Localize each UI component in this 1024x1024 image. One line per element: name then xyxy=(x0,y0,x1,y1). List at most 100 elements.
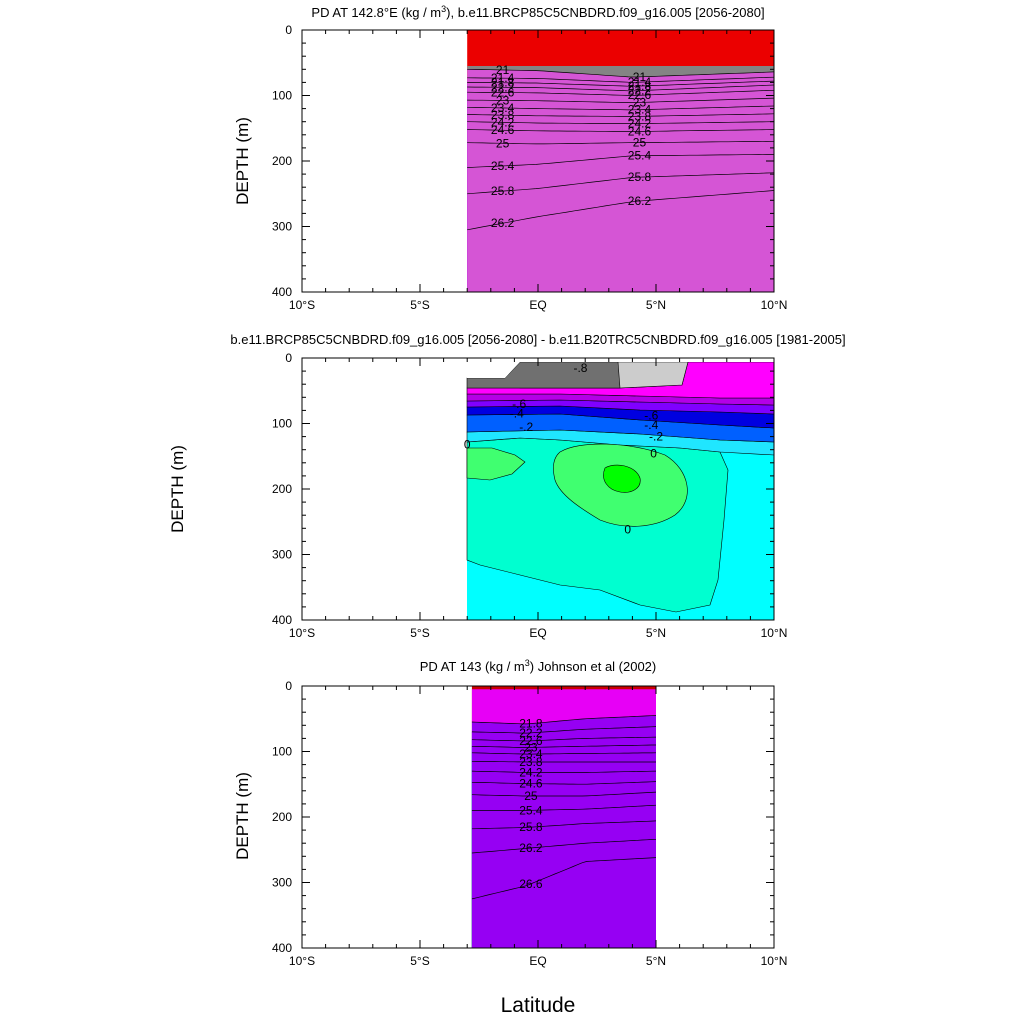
y-tick-label: 100 xyxy=(272,745,292,759)
isopycnal-line xyxy=(471,804,657,811)
isopycnal-line xyxy=(471,736,657,742)
contour-label: 25.4 xyxy=(628,149,652,163)
x-tick-label: 10°S xyxy=(289,298,315,312)
panel-3-title: PD AT 143 (kg / m3) Johnson et al (2002) xyxy=(420,658,657,674)
x-tick-label: 10°N xyxy=(761,954,788,968)
contour-label: 25 xyxy=(633,136,647,150)
panel-1-density-field xyxy=(467,30,774,292)
contour-label: 21.4 xyxy=(491,71,515,85)
isopycnal-line xyxy=(467,84,774,92)
panel-1-ylabel: DEPTH (m) xyxy=(233,117,252,205)
y-tick-label: 300 xyxy=(272,548,292,562)
contour-label: 21 xyxy=(496,63,510,77)
isopycnal-line xyxy=(467,154,774,168)
contour-label: 0 xyxy=(650,447,657,461)
panel-1-title: PD AT 142.8°E (kg / m3), b.e11.BRCP85C5C… xyxy=(311,4,764,20)
contour-label: 26.6 xyxy=(519,877,543,891)
isopycnal-line xyxy=(471,838,657,854)
panel-2-axes: 10°S 5°S EQ 5°N 10°N 0 100 200 300 400 xyxy=(272,351,787,640)
contour-label: 24.6 xyxy=(491,123,515,137)
contour-label: -.8 xyxy=(573,361,587,375)
contour-label: 26.2 xyxy=(491,216,515,230)
contour-label: 23.8 xyxy=(491,108,515,122)
contour-label: 23.8 xyxy=(628,109,652,123)
panel-3-ylabel: DEPTH (m) xyxy=(233,772,252,860)
contour-label: -.6 xyxy=(512,397,526,411)
isopycnal-line xyxy=(471,820,657,830)
y-tick-label: 400 xyxy=(272,285,292,299)
x-tick-label: 5°N xyxy=(646,954,666,968)
y-tick-label: 200 xyxy=(272,154,292,168)
contour-label: 22.2 xyxy=(628,84,652,98)
x-tick-label: 5°N xyxy=(646,298,666,312)
y-tick-label: 100 xyxy=(272,417,292,431)
x-tick-label: 10°S xyxy=(289,954,315,968)
isopycnal-line xyxy=(471,791,657,797)
isopycnal-line xyxy=(467,113,774,117)
y-tick-label: 0 xyxy=(285,679,292,693)
x-tick-label: 5°S xyxy=(410,954,429,968)
y-tick-label: 300 xyxy=(272,220,292,234)
contour-label: 23 xyxy=(524,740,538,754)
contour-label: 23.8 xyxy=(519,755,543,769)
contour-label: 23 xyxy=(633,95,647,109)
contour-label: 25.8 xyxy=(491,184,515,198)
y-tick-label: 200 xyxy=(272,810,292,824)
contour-label: 26.2 xyxy=(519,841,543,855)
isopycnal-line xyxy=(471,726,657,734)
contour-label: 25 xyxy=(524,789,538,803)
contour-label: 23 xyxy=(496,93,510,107)
contour-label: 22.6 xyxy=(519,734,543,748)
density-band-surface xyxy=(467,66,774,77)
diff-region-lime-center xyxy=(603,464,641,493)
isopycnal-line xyxy=(471,781,657,785)
panel-3: PD AT 143 (kg / m3) Johnson et al (2002)… xyxy=(233,658,787,968)
contour-label: 22.2 xyxy=(491,80,515,94)
contour-label: 24.6 xyxy=(519,777,543,791)
x-tick-label: EQ xyxy=(529,298,546,312)
panel-2-title: b.e11.BRCP85C5CNBDRD.f09_g16.005 [2056-2… xyxy=(230,332,845,347)
y-tick-label: 100 xyxy=(272,89,292,103)
contour-label: 21.8 xyxy=(491,76,515,90)
isopycnal-line xyxy=(471,770,657,773)
contour-label: 25.4 xyxy=(491,159,515,173)
isopycnal-line xyxy=(467,140,774,145)
panel-2-difference-field xyxy=(466,358,774,620)
isopycnal-line xyxy=(467,68,774,78)
contour-label: 23.4 xyxy=(519,747,543,761)
density-band xyxy=(471,715,656,948)
density-band-surface xyxy=(471,689,656,724)
isopycnal-line xyxy=(467,190,774,231)
x-tick-label: 10°N xyxy=(761,298,788,312)
isopycnal-line xyxy=(467,121,774,124)
panel-1-isopycnals xyxy=(467,68,774,231)
contour-label: 0 xyxy=(464,437,471,451)
isopycnal-line xyxy=(467,80,774,87)
contour-label: 25 xyxy=(496,136,510,150)
contour-label: 22.2 xyxy=(519,726,543,740)
contour-label: 24.6 xyxy=(628,124,652,138)
panel-1-axes: 10°S 5°S EQ 5°N 10°N 0 100 200 300 400 xyxy=(272,23,787,312)
y-tick-label: 0 xyxy=(285,23,292,37)
density-band xyxy=(467,69,774,292)
contour-label: 24.2 xyxy=(519,765,543,779)
isopycnal-line xyxy=(467,172,774,195)
contour-label: 23.4 xyxy=(628,103,652,117)
contour-label: 21.8 xyxy=(519,717,543,731)
y-tick-label: 0 xyxy=(285,351,292,365)
contour-label: 21.8 xyxy=(628,79,652,93)
isopycnal-line xyxy=(471,760,656,763)
panel-3-isopycnals xyxy=(471,715,657,900)
panel-1: PD AT 142.8°E (kg / m3), b.e11.BRCP85C5C… xyxy=(233,4,787,312)
isopycnal-line xyxy=(467,97,774,103)
contour-label: 24.2 xyxy=(491,115,515,129)
contour-label: 22.6 xyxy=(491,86,515,100)
contour-label: -.6 xyxy=(644,409,658,423)
contour-label: -.2 xyxy=(519,420,533,434)
contour-label: 25.8 xyxy=(628,170,652,184)
contour-label: 26.2 xyxy=(628,194,652,208)
contour-label: 21.4 xyxy=(628,75,652,89)
isopycnal-line xyxy=(467,89,774,96)
